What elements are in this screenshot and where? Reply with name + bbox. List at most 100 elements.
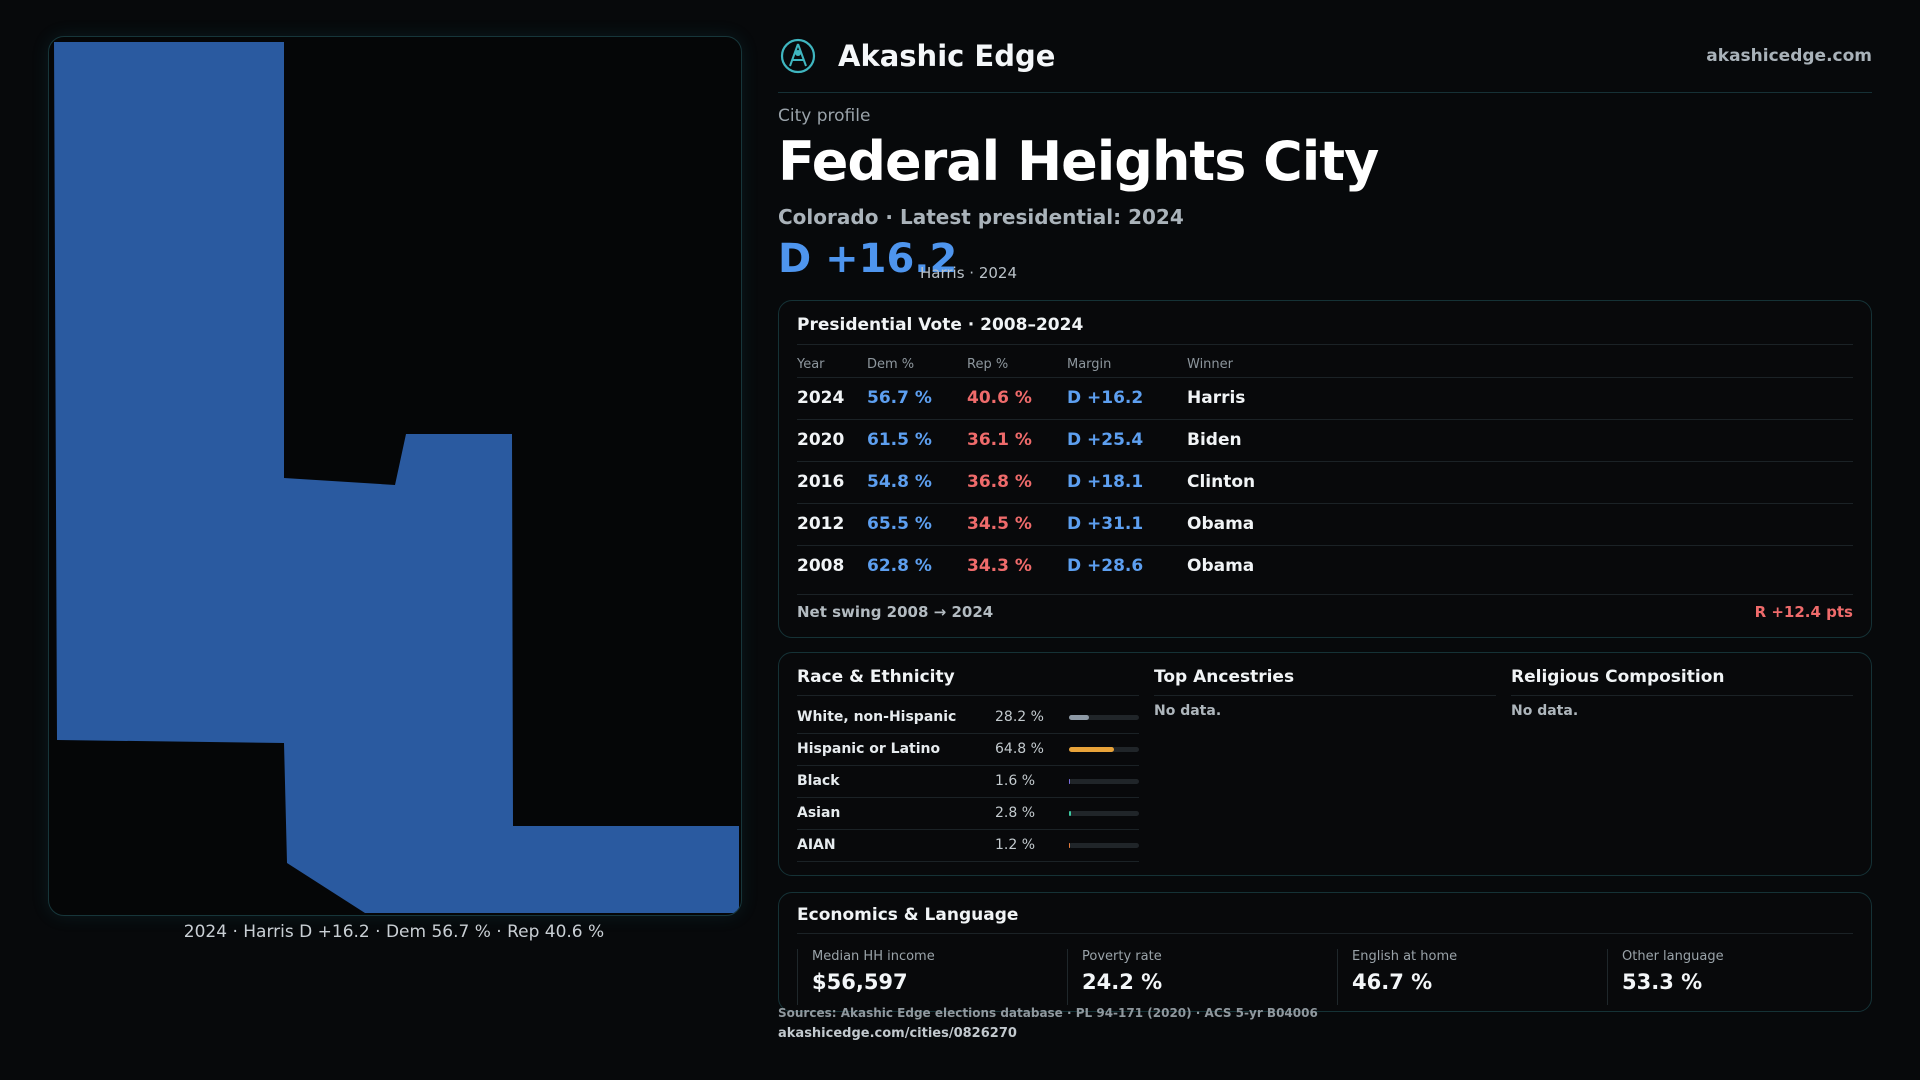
row-winner: Obama [1187,514,1255,534]
race-bar [1069,843,1139,848]
list-item: White, non-Hispanic 28.2 % [797,701,1139,734]
brand-url[interactable]: akashicedge.com [1706,46,1872,66]
stat-value: $56,597 [812,970,908,994]
net-swing-label: Net swing 2008 → 2024 [797,603,994,621]
race-bar [1069,811,1139,816]
row-year: 2016 [797,472,845,492]
race-bar [1069,715,1139,720]
race-bar-fill [1069,747,1115,752]
row-dem: 56.7 % [867,388,932,408]
religion-section: Religious Composition No data. [1511,653,1853,875]
race-bar-fill [1069,843,1071,848]
net-swing-value: R +12.4 pts [1754,603,1853,621]
race-value: 1.6 % [995,773,1036,789]
race-bar-fill [1069,811,1071,816]
headline-margin-note: Harris · 2024 [920,264,1018,282]
header-margin: Margin [1067,357,1112,372]
list-item: Black 1.6 % [797,765,1139,798]
list-item: Asian 2.8 % [797,797,1139,830]
stat-label: English at home [1352,949,1458,964]
row-winner: Biden [1187,430,1242,450]
akashic-edge-logo-icon [780,38,816,74]
row-dem: 61.5 % [867,430,932,450]
city-map[interactable] [48,36,742,916]
headline-margin: D +16.2 [778,236,958,282]
table-row: 2024 56.7 % 40.6 % D +16.2 Harris [779,377,1871,419]
header-rep: Rep % [967,357,1009,372]
row-rep: 36.8 % [967,472,1032,492]
race-bar [1069,747,1139,752]
brand-header: Akashic Edge akashicedge.com [778,38,1872,93]
permalink[interactable]: akashicedge.com/cities/0826270 [778,1026,1017,1041]
demographics-card: Race & Ethnicity White, non-Hispanic 28.… [778,652,1872,876]
religion-title: Religious Composition [1511,667,1725,687]
ancestries-empty: No data. [1154,703,1222,719]
page-eyebrow: City profile [778,106,871,126]
stat-label: Poverty rate [1082,949,1162,964]
row-dem: 62.8 % [867,556,932,576]
race-title: Race & Ethnicity [797,667,955,687]
stat-value: 53.3 % [1622,970,1703,994]
row-margin: D +31.1 [1067,514,1144,534]
stat-value: 46.7 % [1352,970,1433,994]
row-winner: Harris [1187,388,1246,408]
header-winner: Winner [1187,357,1234,372]
list-item: Hispanic or Latino 64.8 % [797,733,1139,766]
row-rep: 34.3 % [967,556,1032,576]
economics-title: Economics & Language [797,905,1019,925]
race-value: 1.2 % [995,837,1036,853]
race-value: 64.8 % [995,741,1044,757]
race-label: AIAN [797,837,836,853]
row-dem: 65.5 % [867,514,932,534]
row-year: 2008 [797,556,845,576]
stat-poverty-rate: Poverty rate 24.2 % [1067,949,1322,1005]
header-year: Year [797,357,825,372]
table-row: 2008 62.8 % 34.3 % D +28.6 Obama [779,545,1871,587]
row-rep: 34.5 % [967,514,1032,534]
row-year: 2012 [797,514,845,534]
race-label: Black [797,773,840,789]
race-label: White, non-Hispanic [797,709,957,725]
row-margin: D +16.2 [1067,388,1144,408]
list-item: AIAN 1.2 % [797,829,1139,862]
city-boundary-shape [54,42,739,913]
row-winner: Obama [1187,556,1255,576]
stat-median-income: Median HH income $56,597 [797,949,1052,1005]
stat-other-language: Other language 53.3 % [1607,949,1862,1005]
stat-label: Median HH income [812,949,935,964]
sources-note: Sources: Akashic Edge elections database… [778,1006,1318,1020]
race-bar-fill [1069,715,1089,720]
religion-empty: No data. [1511,703,1579,719]
race-bar-fill [1069,779,1071,784]
row-year: 2020 [797,430,845,450]
race-value: 28.2 % [995,709,1044,725]
race-value: 2.8 % [995,805,1036,821]
economics-card: Economics & Language Median HH income $5… [778,892,1872,1012]
stat-value: 24.2 % [1082,970,1163,994]
map-caption: 2024 · Harris D +16.2 · Dem 56.7 % · Rep… [183,922,605,942]
race-ethnicity-section: Race & Ethnicity White, non-Hispanic 28.… [797,653,1139,875]
page-title: Federal Heights City [778,130,1379,193]
presidential-vote-card: Presidential Vote · 2008–2024 Year Dem %… [778,300,1872,638]
brand-name[interactable]: Akashic Edge [838,39,1056,73]
row-margin: D +18.1 [1067,472,1144,492]
header-dem: Dem % [867,357,915,372]
ancestries-title: Top Ancestries [1154,667,1295,687]
page-subtitle: Colorado · Latest presidential: 2024 [778,205,1184,229]
race-label: Hispanic or Latino [797,741,941,757]
city-boundary-map [54,42,739,913]
row-year: 2024 [797,388,845,408]
vote-table-header: Year Dem % Rep % Margin Winner [779,351,1871,377]
stat-label: Other language [1622,949,1724,964]
row-dem: 54.8 % [867,472,932,492]
row-rep: 40.6 % [967,388,1032,408]
table-row: 2012 65.5 % 34.5 % D +31.1 Obama [779,503,1871,545]
ancestries-section: Top Ancestries No data. [1154,653,1496,875]
row-rep: 36.1 % [967,430,1032,450]
table-row: 2016 54.8 % 36.8 % D +18.1 Clinton [779,461,1871,503]
race-label: Asian [797,805,841,821]
row-margin: D +28.6 [1067,556,1144,576]
race-bar [1069,779,1139,784]
row-margin: D +25.4 [1067,430,1144,450]
card-title: Presidential Vote · 2008–2024 [797,315,1084,335]
